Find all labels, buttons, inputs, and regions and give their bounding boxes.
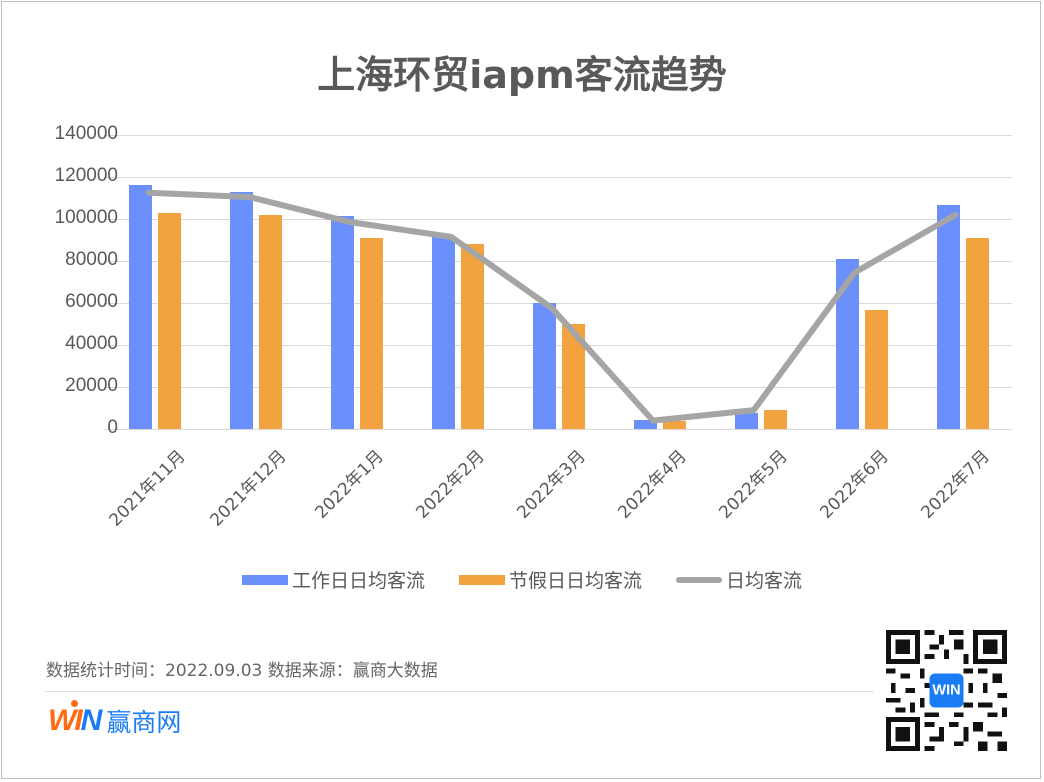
legend-label: 节假日日均客流 xyxy=(508,570,642,592)
gridline xyxy=(104,345,1012,346)
y-tick-label: 120000 xyxy=(54,165,118,186)
legend: 工作日日均客流 节假日日均客流 日均客流 xyxy=(0,566,1044,593)
y-tick-label: 60000 xyxy=(65,291,118,312)
bar-weekday xyxy=(432,235,456,429)
bar-holiday xyxy=(461,244,485,429)
logo-text: 赢商网 xyxy=(106,708,182,737)
bar-weekday xyxy=(835,258,859,429)
y-tick-label: 0 xyxy=(107,417,118,438)
gridline xyxy=(104,135,1012,136)
gridline xyxy=(104,387,1012,388)
bar-weekday xyxy=(734,413,758,429)
bar-holiday xyxy=(360,237,384,429)
y-tick-label: 20000 xyxy=(65,375,118,396)
bar-holiday xyxy=(662,420,686,429)
winshang-logo: WIN 赢商网 xyxy=(48,700,182,739)
bar-weekday xyxy=(633,419,657,429)
chart-title: 上海环贸iapm客流趋势 xyxy=(317,53,727,97)
footer-divider xyxy=(44,691,874,692)
gridline xyxy=(104,219,1012,220)
legend-item-weekday: 工作日日均客流 xyxy=(241,566,425,593)
legend-swatch-gray-line xyxy=(676,576,722,583)
legend-label: 日均客流 xyxy=(726,570,803,592)
legend-item-daily: 日均客流 xyxy=(676,566,802,593)
svg-text:WIN: WIN xyxy=(932,682,960,698)
gridline xyxy=(104,177,1012,178)
gridline xyxy=(104,261,1012,262)
gridline xyxy=(104,429,1012,430)
bar-holiday xyxy=(864,310,888,429)
win-logo-icon: WIN xyxy=(48,700,102,738)
bar-weekday xyxy=(129,185,153,429)
gridline xyxy=(104,303,1012,304)
bar-holiday xyxy=(763,410,787,429)
source-note: 数据统计时间：2022.09.03 数据来源：赢商大数据 xyxy=(46,661,438,681)
qr-code-icon: WIN xyxy=(886,630,1007,751)
y-tick-label: 40000 xyxy=(65,333,118,354)
y-tick-label: 140000 xyxy=(54,123,118,144)
legend-swatch-orange xyxy=(458,574,505,585)
y-tick-label: 80000 xyxy=(65,249,118,270)
bar-weekday xyxy=(533,303,556,429)
bar-weekday xyxy=(331,215,355,429)
bar-weekday xyxy=(936,205,960,429)
bar-weekday xyxy=(230,191,254,429)
bar-holiday xyxy=(259,214,283,429)
legend-item-holiday: 节假日日均客流 xyxy=(458,566,642,593)
bar-holiday xyxy=(965,237,989,429)
legend-swatch-blue xyxy=(241,574,288,585)
legend-label: 工作日日均客流 xyxy=(291,570,425,592)
bar-holiday xyxy=(158,212,182,429)
logo-dot-icon xyxy=(71,700,78,707)
bar-holiday xyxy=(562,324,585,429)
y-tick-label: 100000 xyxy=(54,207,118,228)
